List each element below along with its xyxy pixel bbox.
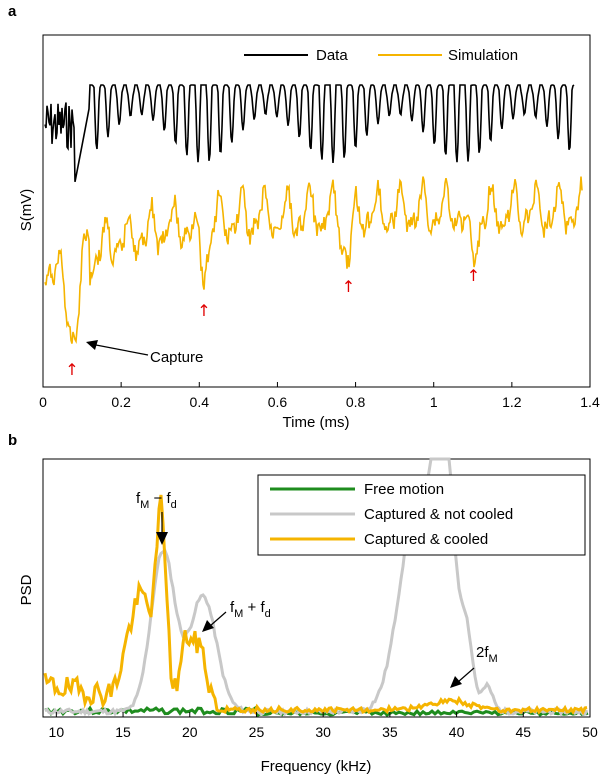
series-data-line — [44, 84, 575, 182]
annotation-fm-plus-fd-arrow — [209, 611, 227, 627]
capture-marker-arrow: ↑ — [197, 301, 210, 320]
annotation-2fm-arrow — [457, 667, 475, 683]
panel-b-xtick-label: 30 — [315, 724, 331, 740]
panel-a-ylabel: S(mV) — [18, 189, 35, 232]
series-free-motion-line — [44, 705, 589, 717]
panel-a-plot: 0 0.2 0.4 0.6 0.8 1 1.2 1.4 ↑ ↑ ↑ ↑ Capture Data S… — [39, 34, 600, 410]
panel-b-xtick-label: 20 — [182, 724, 198, 740]
annotation-fm-minus-fd: fM − fd — [136, 490, 177, 511]
capture-marker-arrow: ↑ — [65, 360, 78, 379]
capture-label: Capture — [150, 349, 203, 366]
panel-b-xlabel: Frequency (kHz) — [261, 758, 372, 775]
panel-b-plot: 10 15 20 25 30 35 40 45 50 Free motion Captured … — [42, 457, 598, 740]
panel-a-xtick-label: 0.6 — [268, 394, 288, 410]
panel-b-axes-box — [42, 458, 591, 718]
capture-arrow-line — [95, 344, 149, 356]
annotation-fm-plus-fd-arrowhead — [202, 620, 214, 632]
panel-b-label: b — [8, 432, 17, 449]
legend-cooled-label: Captured & cooled — [364, 531, 488, 548]
series-simulation-line — [44, 176, 583, 344]
capture-marker-arrow: ↑ — [342, 277, 355, 296]
legend-data-label: Data — [316, 47, 348, 64]
capture-marker-arrow: ↑ — [467, 266, 480, 285]
panel-b-xtick-label: 10 — [49, 724, 65, 740]
panel-a-xtick-label: 0 — [39, 394, 47, 410]
annotation-fm-plus-fd: fM + fd — [230, 599, 271, 620]
annotation-2fm: 2fM — [476, 644, 498, 665]
panel-a-label: a — [8, 3, 17, 20]
panel-a-xtick-label: 0.4 — [190, 394, 210, 410]
annotation-fm-minus-fd-arrowhead — [156, 532, 168, 545]
panel-a-xtick-label: 1 — [430, 394, 438, 410]
annotation-2fm-arrowhead — [450, 676, 462, 688]
panel-b-xtick-label: 35 — [382, 724, 398, 740]
panel-b-ylabel: PSD — [18, 574, 35, 605]
panel-a-xtick-label: 0.8 — [346, 394, 366, 410]
panel-b-xtick-label: 25 — [249, 724, 265, 740]
panel-b-xtick-label: 45 — [516, 724, 532, 740]
panel-a-axes-box — [42, 34, 591, 388]
capture-arrow-head — [86, 340, 98, 350]
legend-simulation-label: Simulation — [448, 47, 518, 64]
panel-b-xtick-label: 50 — [582, 724, 598, 740]
legend-not-cooled-label: Captured & not cooled — [364, 506, 513, 523]
panel-b-xtick-label: 40 — [449, 724, 465, 740]
panel-a-xtick-label: 0.2 — [111, 394, 131, 410]
panel-a-xlabel: Time (ms) — [283, 414, 350, 431]
legend-free-motion-label: Free motion — [364, 481, 444, 498]
panel-b-xtick-label: 15 — [115, 724, 131, 740]
panel-a-xtick-label: 1.4 — [580, 394, 600, 410]
series-captured-cooled-line — [43, 494, 588, 716]
panel-a-xtick-label: 1.2 — [502, 394, 522, 410]
